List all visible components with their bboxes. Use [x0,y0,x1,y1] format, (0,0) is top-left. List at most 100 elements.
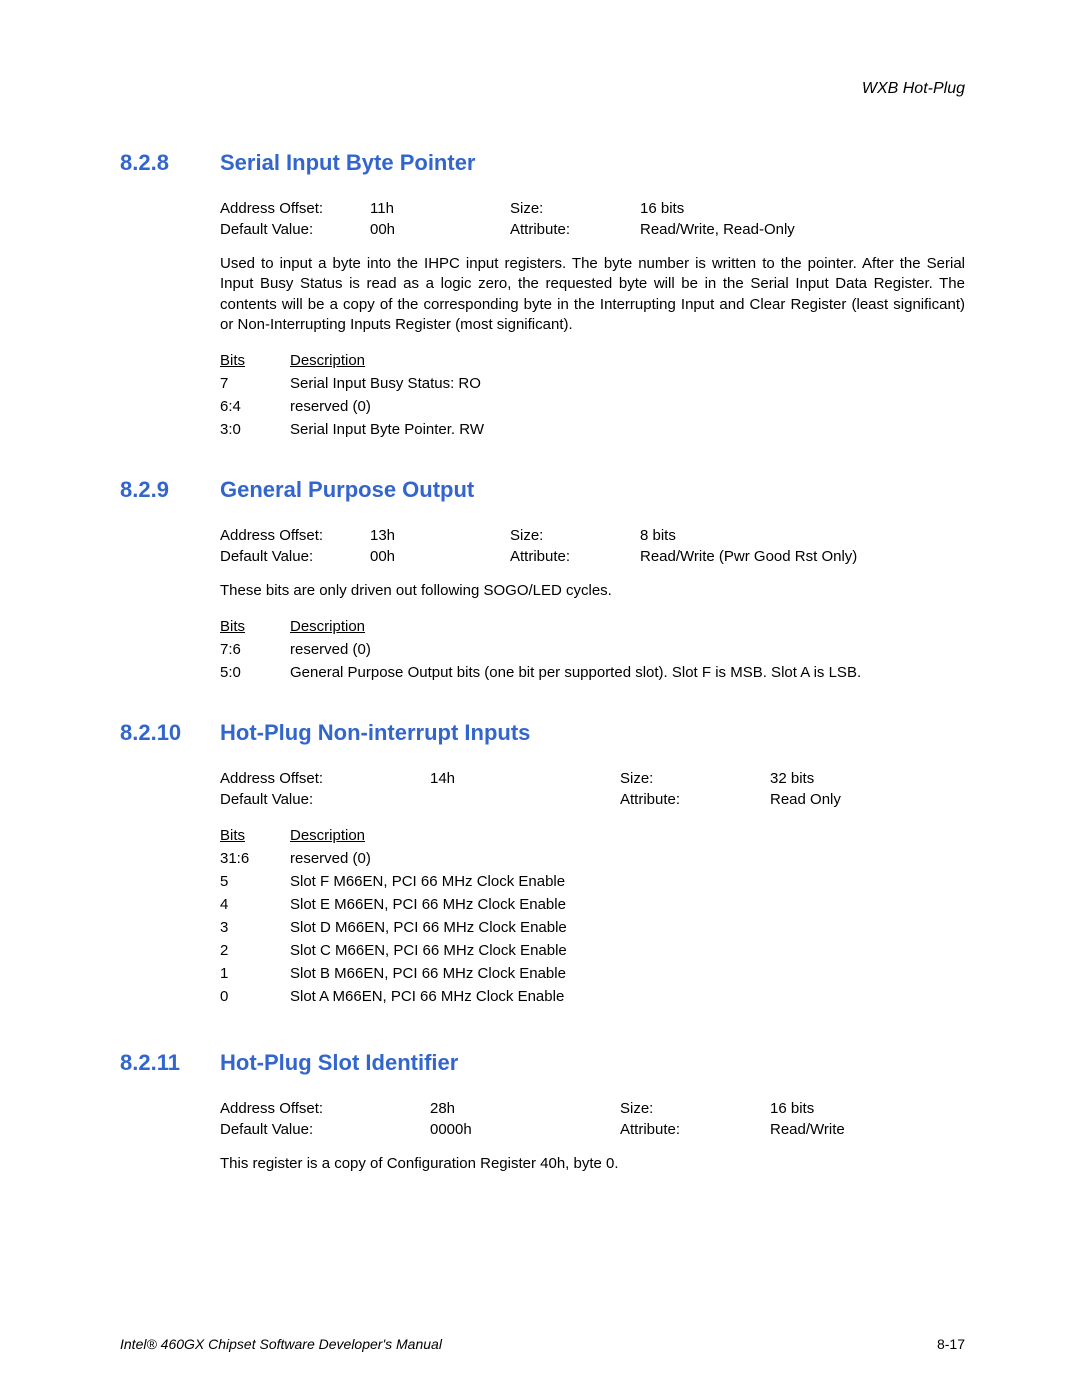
register-summary-table: Address Offset: 11h Size: 16 bits Defaul… [220,198,940,240]
reg-label: Attribute: [620,789,770,810]
section-paragraph: These bits are only driven out following… [220,581,965,601]
reg-label: Attribute: [510,219,640,240]
table-row: 5Slot F M66EN, PCI 66 MHz Clock Enable [220,870,567,893]
bits-table: Bits Description 7Serial Input Busy Stat… [220,349,484,441]
bits-table: Bits Description 7:6reserved (0) 5:0Gene… [220,615,861,684]
section-title: General Purpose Output [220,477,474,503]
register-summary-table: Address Offset: 28h Size: 16 bits Defaul… [220,1098,920,1140]
section-8-2-10: 8.2.10 Hot-Plug Non-interrupt Inputs Add… [120,720,965,1014]
section-heading: 8.2.11 Hot-Plug Slot Identifier [120,1050,965,1076]
reg-value: 16 bits [770,1098,920,1119]
reg-value: Read/Write (Pwr Good Rst Only) [640,546,940,567]
table-row: Bits Description [220,349,484,372]
section-8-2-8: 8.2.8 Serial Input Byte Pointer Address … [120,150,965,441]
bits-cell: Slot E M66EN, PCI 66 MHz Clock Enable [290,893,567,916]
section-number: 8.2.11 [120,1050,220,1076]
reg-value [430,789,620,810]
reg-label: Address Offset: [220,198,370,219]
register-summary-table: Address Offset: 13h Size: 8 bits Default… [220,525,940,567]
bits-cell: 0 [220,985,290,1008]
bits-cell: Slot A M66EN, PCI 66 MHz Clock Enable [290,985,567,1008]
reg-value: Read/Write, Read-Only [640,219,940,240]
table-row: Default Value: 00h Attribute: Read/Write… [220,546,940,567]
section-title: Hot-Plug Non-interrupt Inputs [220,720,530,746]
reg-value: 14h [430,768,620,789]
reg-value: 00h [370,546,510,567]
bits-cell: Serial Input Busy Status: RO [290,372,484,395]
reg-label: Size: [510,525,640,546]
reg-label: Address Offset: [220,768,430,789]
section-number: 8.2.8 [120,150,220,176]
bits-cell: 3:0 [220,418,290,441]
table-row: 4Slot E M66EN, PCI 66 MHz Clock Enable [220,893,567,916]
reg-label: Default Value: [220,546,370,567]
table-row: 0Slot A M66EN, PCI 66 MHz Clock Enable [220,985,567,1008]
table-row: Default Value: 00h Attribute: Read/Write… [220,219,940,240]
table-row: Bits Description [220,824,567,847]
section-heading: 8.2.9 General Purpose Output [120,477,965,503]
section-heading: 8.2.8 Serial Input Byte Pointer [120,150,965,176]
bits-cell: General Purpose Output bits (one bit per… [290,661,861,684]
bits-cell: Slot B M66EN, PCI 66 MHz Clock Enable [290,962,567,985]
bits-cell: 3 [220,916,290,939]
table-row: 6:4reserved (0) [220,395,484,418]
bits-cell: Slot F M66EN, PCI 66 MHz Clock Enable [290,870,567,893]
section-title: Hot-Plug Slot Identifier [220,1050,458,1076]
table-row: Default Value: Attribute: Read Only [220,789,920,810]
reg-value: 8 bits [640,525,940,546]
footer-title: Intel® 460GX Chipset Software Developer'… [120,1336,442,1352]
reg-label: Address Offset: [220,525,370,546]
bits-cell: 1 [220,962,290,985]
section-paragraph: This register is a copy of Configuration… [220,1154,965,1174]
reg-label: Default Value: [220,1119,430,1140]
bits-cell: reserved (0) [290,638,861,661]
bits-header: Bits [220,349,290,372]
bits-header: Description [290,349,484,372]
section-8-2-11: 8.2.11 Hot-Plug Slot Identifier Address … [120,1050,965,1174]
table-row: 1Slot B M66EN, PCI 66 MHz Clock Enable [220,962,567,985]
table-row: 3Slot D M66EN, PCI 66 MHz Clock Enable [220,916,567,939]
bits-cell: reserved (0) [290,847,567,870]
reg-label: Size: [510,198,640,219]
section-heading: 8.2.10 Hot-Plug Non-interrupt Inputs [120,720,965,746]
table-row: 7:6reserved (0) [220,638,861,661]
bits-cell: 31:6 [220,847,290,870]
bits-cell: Serial Input Byte Pointer. RW [290,418,484,441]
table-row: 3:0Serial Input Byte Pointer. RW [220,418,484,441]
bits-cell: 5 [220,870,290,893]
reg-value: Read/Write [770,1119,920,1140]
bits-cell: 4 [220,893,290,916]
reg-value: 00h [370,219,510,240]
bits-header: Description [290,615,861,638]
reg-value: 32 bits [770,768,920,789]
section-title: Serial Input Byte Pointer [220,150,476,176]
section-number: 8.2.9 [120,477,220,503]
reg-value: 16 bits [640,198,940,219]
bits-header: Description [290,824,567,847]
reg-label: Default Value: [220,219,370,240]
table-row: Address Offset: 28h Size: 16 bits [220,1098,920,1119]
bits-cell: 5:0 [220,661,290,684]
reg-value: 28h [430,1098,620,1119]
reg-label: Attribute: [620,1119,770,1140]
bits-table: Bits Description 31:6reserved (0) 5Slot … [220,824,567,1014]
bits-cell [220,1008,290,1014]
section-number: 8.2.10 [120,720,220,746]
table-row: Address Offset: 11h Size: 16 bits [220,198,940,219]
bits-cell: 6:4 [220,395,290,418]
section-paragraph: Used to input a byte into the IHPC input… [220,254,965,335]
reg-value: 13h [370,525,510,546]
page-content: 8.2.8 Serial Input Byte Pointer Address … [120,150,965,1175]
bits-cell: 7:6 [220,638,290,661]
register-summary-table: Address Offset: 14h Size: 32 bits Defaul… [220,768,920,810]
table-row [220,1008,567,1014]
table-row: Default Value: 0000h Attribute: Read/Wri… [220,1119,920,1140]
bits-header: Bits [220,615,290,638]
bits-cell [290,1008,567,1014]
table-row: 2Slot C M66EN, PCI 66 MHz Clock Enable [220,939,567,962]
reg-label: Size: [620,1098,770,1119]
page-header: WXB Hot-Plug [862,80,965,98]
table-row: Address Offset: 14h Size: 32 bits [220,768,920,789]
table-row: Bits Description [220,615,861,638]
table-row: Address Offset: 13h Size: 8 bits [220,525,940,546]
